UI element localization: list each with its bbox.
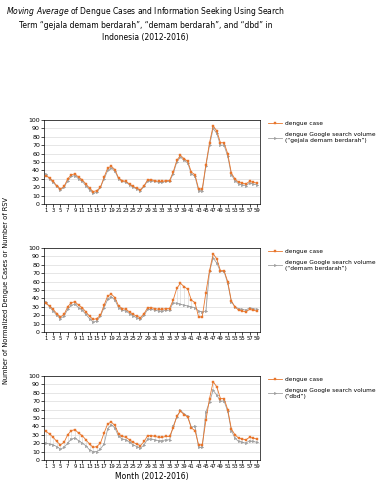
Text: Number of Normalized Dengue Cases or Number of RSV: Number of Normalized Dengue Cases or Num… <box>3 196 9 384</box>
Legend: dengue case, dengue Google search volume
(“gejala demam berdarah”): dengue case, dengue Google search volume… <box>268 121 375 143</box>
X-axis label: Month (2012-2016): Month (2012-2016) <box>115 472 189 481</box>
Text: $\it{Moving\ Average}$ of Dengue Cases and Information Seeking Using Search
Term: $\it{Moving\ Average}$ of Dengue Cases a… <box>6 5 285 42</box>
Legend: dengue case, dengue Google search volume
(“dbd”): dengue case, dengue Google search volume… <box>268 377 375 399</box>
Legend: dengue case, dengue Google search volume
(“demam berdarah”): dengue case, dengue Google search volume… <box>268 249 375 271</box>
